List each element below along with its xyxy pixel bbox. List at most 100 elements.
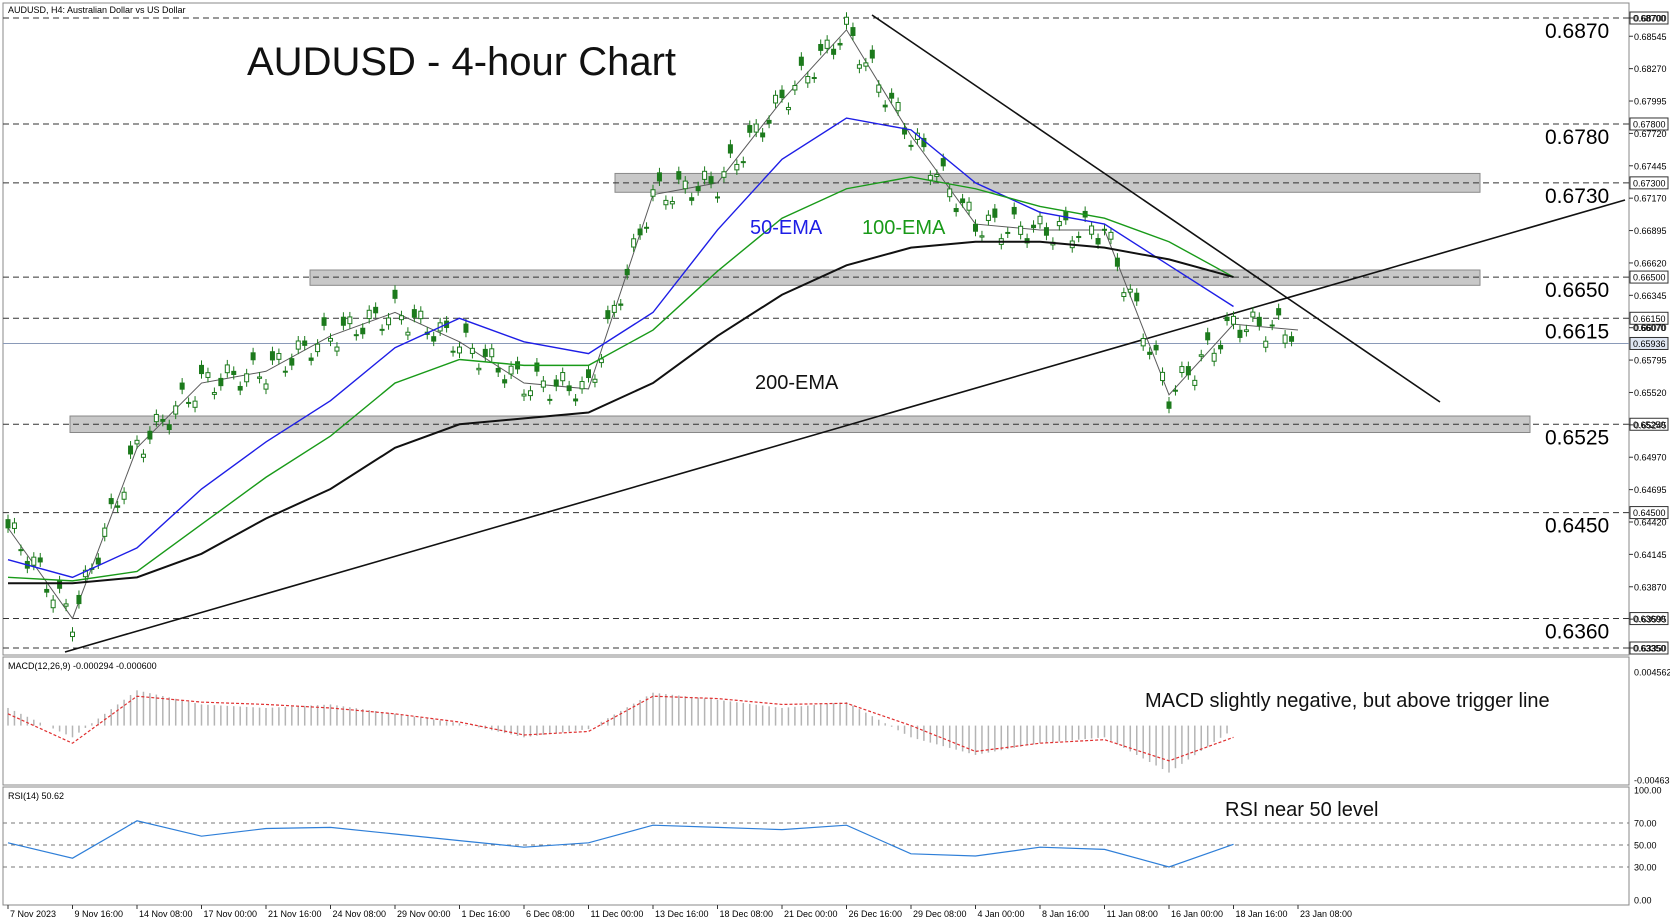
candle-body (702, 170, 708, 180)
level-tag-box (1629, 417, 1669, 431)
candle-body (656, 172, 662, 182)
candle-body (940, 158, 946, 167)
candle-body (715, 196, 720, 199)
candle-body (869, 49, 875, 59)
candle-body (1056, 221, 1062, 227)
sr-zone (69, 415, 1531, 434)
candle-body (108, 498, 114, 505)
ema100-line (7, 176, 1234, 582)
level-tag-box (1629, 612, 1669, 626)
rsi-note: RSI near 50 level (1225, 799, 1378, 821)
y-tick-label: 0.67170 (1634, 194, 1667, 204)
candle-body (386, 317, 392, 326)
candle-body (82, 569, 88, 578)
candle-body (186, 401, 192, 404)
candle-body (1005, 231, 1011, 234)
candle-body (818, 43, 824, 51)
x-tick-label: 24 Nov 08:00 (333, 909, 387, 919)
macd-header: MACD(12,26,9) -0.000294 -0.000600 (8, 661, 157, 671)
x-tick-label: 29 Nov 00:00 (397, 909, 451, 919)
candle-body (960, 198, 966, 204)
level-tag-box (1629, 311, 1669, 325)
y-tick-label: 0.63350 (1634, 644, 1667, 654)
y-tick-label: 0.63870 (1634, 582, 1667, 592)
ema200-label: 200-EMA (755, 372, 839, 394)
candle-body (637, 228, 643, 236)
x-tick-label: 21 Dec 00:00 (784, 909, 838, 919)
y-tick-label: 0.66620 (1634, 258, 1667, 268)
candle-body (747, 125, 753, 133)
level-tag: 0.64500 (1633, 508, 1666, 518)
rsi-tick-label: 70.00 (1634, 819, 1657, 829)
candle-body (147, 430, 153, 440)
candle-body (540, 380, 546, 388)
price-axis: 0.68700 0.67800 0.67300 0.66500 0.66150 0.652… (1629, 11, 1669, 655)
candle-body (360, 327, 366, 335)
candle-body (166, 424, 172, 431)
candle-body (476, 367, 482, 371)
candle-body (753, 123, 759, 133)
candle-body (95, 557, 101, 565)
candle-body (1256, 316, 1262, 327)
candle-body (450, 350, 456, 353)
candle-body (128, 445, 134, 455)
candle-body (676, 171, 682, 180)
candle-body (276, 353, 282, 360)
x-tick-label: 14 Nov 08:00 (139, 909, 193, 919)
candle-body (579, 381, 585, 390)
y-tick-label: 0.66345 (1634, 291, 1667, 301)
candle-body (373, 306, 379, 314)
candle-body (624, 268, 630, 276)
time-axis: 7 Nov 2023 9 Nov 16:00 14 Nov 08:00 17 Nov … (7, 905, 1352, 919)
candle-body (398, 315, 404, 321)
sr-levels: 0.6870 0.6780 0.6730 0.6650 0.6615 0.6525 0.64… (3, 17, 1629, 649)
macd-indicator: 0.004562 -0.004633 (7, 668, 1670, 786)
candle-body (489, 348, 495, 358)
chart-title: AUDUSD - 4-hour Chart (247, 40, 676, 84)
candle-body (1250, 311, 1256, 318)
candle-body (882, 104, 888, 108)
level-label: 0.6450 (1545, 515, 1609, 538)
macd-note: MACD slightly negative, but above trigge… (1145, 690, 1550, 712)
candle-body (1211, 352, 1217, 362)
candle-body (405, 331, 411, 336)
level-label: 0.6360 (1545, 621, 1609, 644)
candle-body (689, 197, 695, 201)
candle-body (721, 171, 727, 178)
candle-body (289, 358, 295, 366)
x-tick-label: 11 Jan 08:00 (1107, 909, 1158, 919)
candle-body (534, 362, 540, 372)
ema50-line (7, 117, 1234, 579)
candle-body (973, 223, 978, 232)
rsi-tick-label: 50.00 (1634, 841, 1657, 851)
candle-body (11, 522, 17, 529)
candle-body (70, 631, 75, 638)
candle-body (779, 89, 785, 99)
level-tag: 0.63350 (1633, 644, 1666, 654)
candle-body (153, 413, 159, 423)
candle-body (740, 161, 746, 164)
candle-body (631, 238, 637, 248)
candle-body (682, 180, 688, 190)
candle-body (463, 323, 469, 333)
candle-body (1224, 316, 1230, 322)
x-tick-label: 4 Jan 00:00 (978, 909, 1025, 919)
candle-body (618, 303, 624, 306)
candle-body (340, 316, 346, 326)
level-label: 0.6525 (1545, 426, 1609, 449)
candle-body (773, 94, 779, 104)
candle-body (244, 373, 250, 383)
candle-body (889, 92, 895, 99)
candle-body (502, 379, 508, 384)
candle-body (257, 376, 263, 379)
y-tick-label: 0.68270 (1634, 64, 1667, 74)
candle-body (947, 188, 953, 198)
candle-body (199, 364, 204, 375)
candle-body (1043, 227, 1049, 236)
level-label: 0.6780 (1545, 126, 1609, 149)
falling-trendline (871, 14, 1441, 403)
level-label: 0.6730 (1545, 185, 1609, 208)
candle-body (418, 310, 424, 320)
candle-body (663, 199, 669, 206)
